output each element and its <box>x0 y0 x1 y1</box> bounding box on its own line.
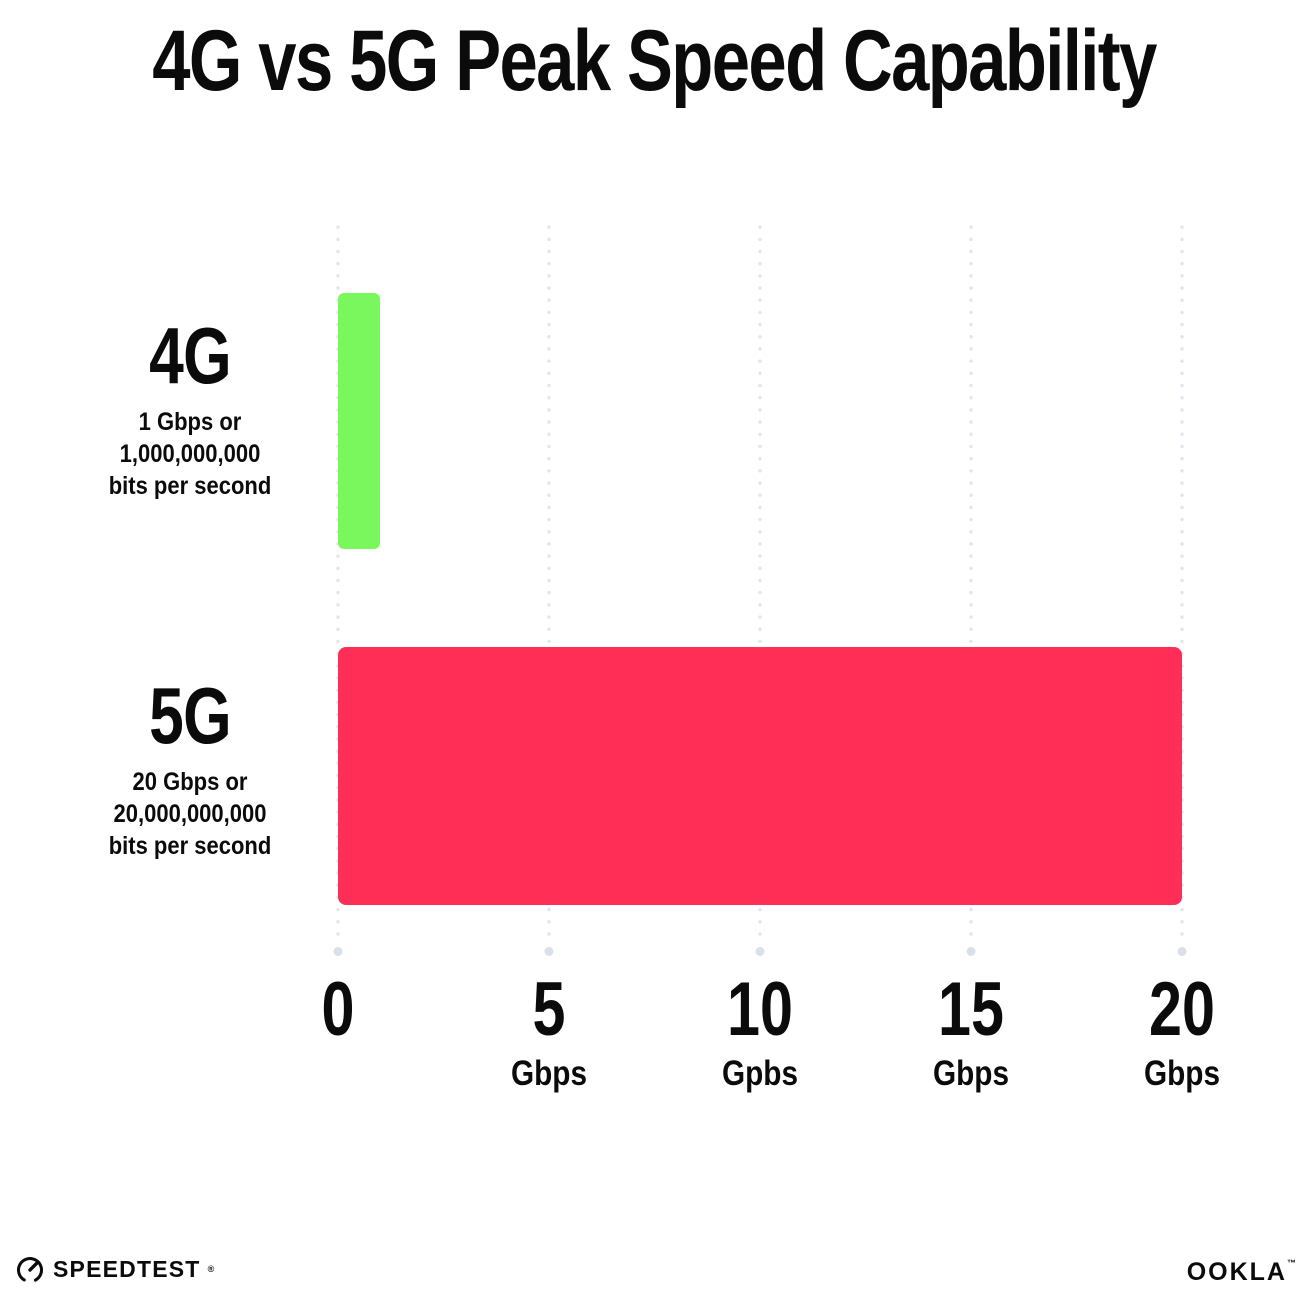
x-tick-value: 15 <box>938 967 1004 1052</box>
category-description-4g: 1 Gbps or 1,000,000,000 bits per second <box>47 406 332 502</box>
description-line: 20 Gbps or <box>132 768 248 796</box>
x-tick-0: 0 <box>232 972 444 1056</box>
ookla-wordmark: OOKLA <box>1186 1258 1287 1286</box>
x-tick-unit: Gbps <box>1143 1054 1221 1093</box>
gridline-20 <box>1180 221 1184 943</box>
description-line: 1,000,000,000 <box>119 440 261 468</box>
x-tick-value: 20 <box>1149 967 1215 1052</box>
description-line: bits per second <box>108 472 272 500</box>
speedtest-gauge-icon <box>14 1253 46 1285</box>
chart-title: 4G vs 5G Peak Speed Capability <box>152 13 1157 109</box>
speedtest-trademark-mark: ® <box>207 1264 215 1274</box>
bar-5g <box>338 647 1182 905</box>
bar-4g <box>338 293 381 549</box>
x-tick-value: 5 <box>532 967 566 1052</box>
description-line: bits per second <box>108 832 272 860</box>
gridline-15 <box>969 221 973 943</box>
gridline-5 <box>547 221 551 943</box>
gridline-10 <box>758 221 762 943</box>
category-name-5g: 5G <box>149 671 231 760</box>
x-tick-value: 0 <box>321 967 355 1052</box>
x-tick-unit: Gbps <box>510 1054 588 1093</box>
ookla-trademark-mark: ™ <box>1287 1258 1296 1268</box>
category-label-4g: 4G 1 Gbps or 1,000,000,000 bits per seco… <box>28 316 352 502</box>
x-tick-value: 10 <box>727 967 793 1052</box>
category-label-5g: 5G 20 Gbps or 20,000,000,000 bits per se… <box>28 676 352 862</box>
category-name-4g: 4G <box>149 311 231 400</box>
category-description-5g: 20 Gbps or 20,000,000,000 bits per secon… <box>47 766 332 862</box>
description-line: 20,000,000,000 <box>113 800 267 828</box>
x-tick-15: 15 Gbps <box>865 972 1077 1092</box>
description-line: 1 Gbps or <box>138 408 242 436</box>
x-tick-unit: Gbps <box>932 1054 1010 1093</box>
x-tick-unit: Gpbs <box>721 1054 799 1093</box>
x-tick-10: 10 Gpbs <box>654 972 866 1092</box>
speedtest-logo: SPEEDTEST ® <box>14 1253 214 1285</box>
gridline-0 <box>336 221 340 943</box>
x-tick-20: 20 Gbps <box>1076 972 1288 1092</box>
x-tick-5: 5 Gbps <box>443 972 655 1092</box>
ookla-logo: OOKLA ™ <box>1187 1258 1296 1287</box>
speedtest-wordmark: SPEEDTEST <box>53 1255 201 1282</box>
